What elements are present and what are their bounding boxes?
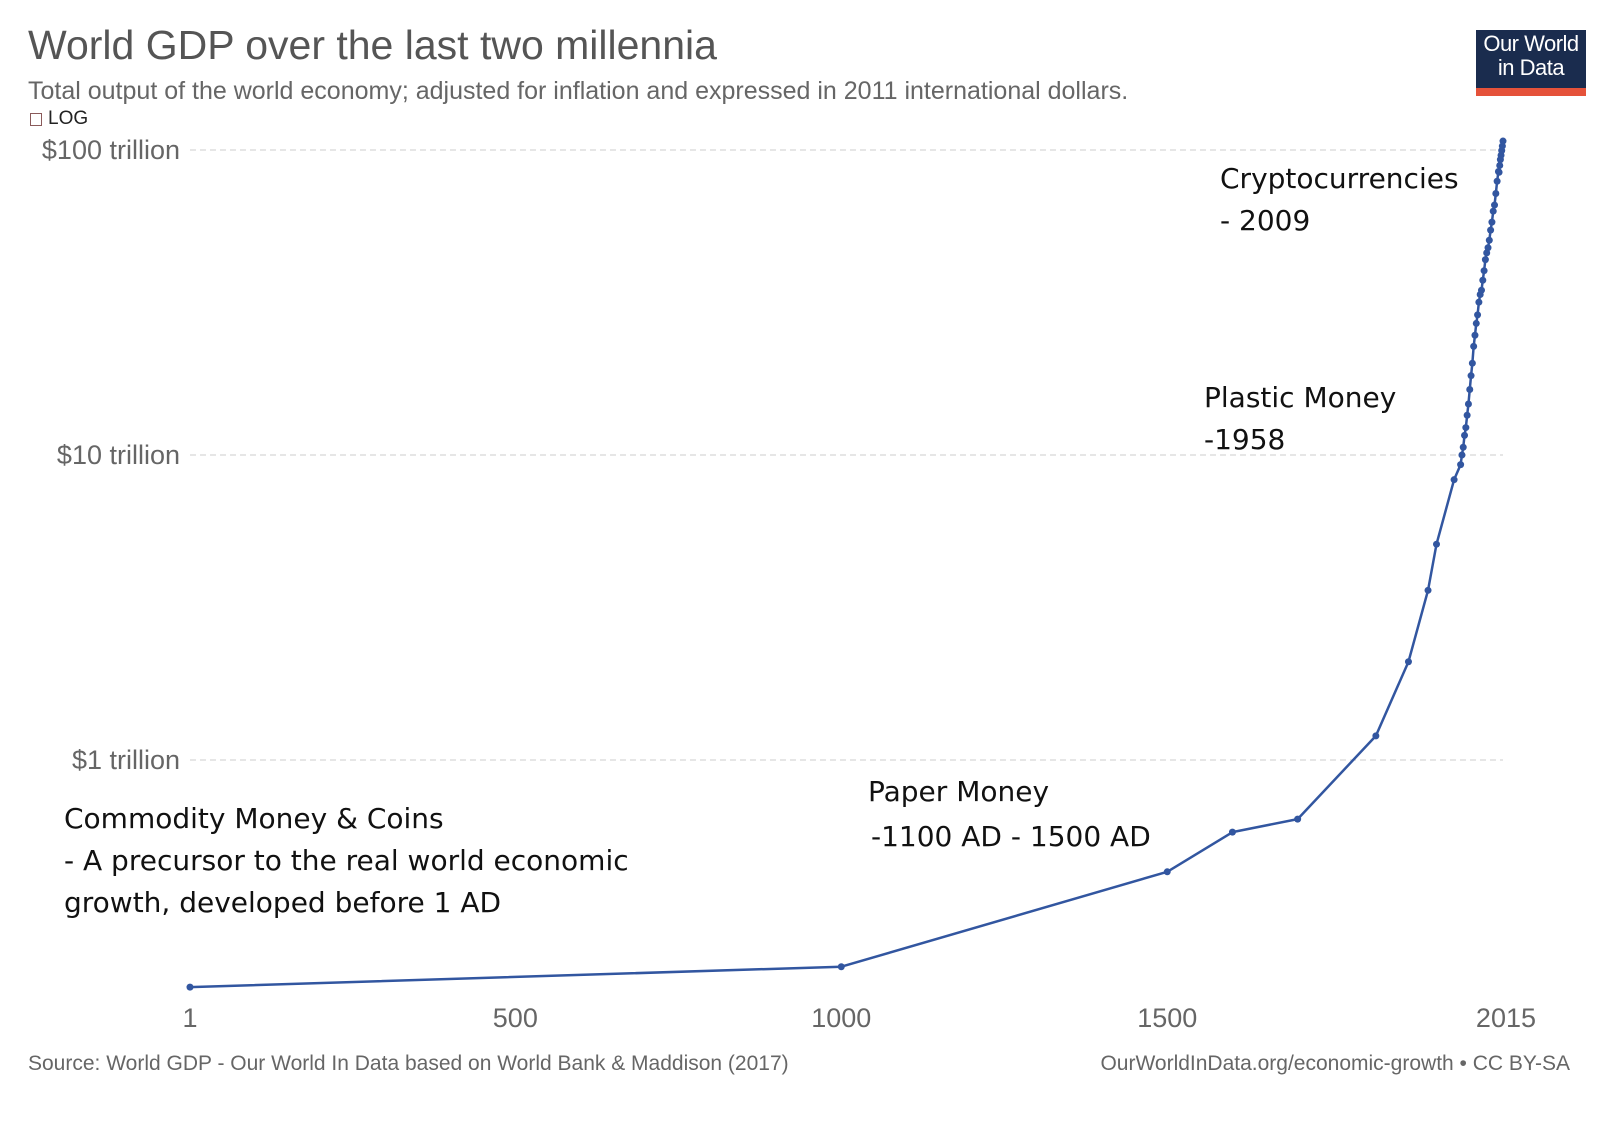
- data-point[interactable]: [1457, 461, 1465, 469]
- data-point[interactable]: [1424, 586, 1432, 594]
- data-point[interactable]: [1163, 868, 1171, 876]
- data-point[interactable]: [1472, 319, 1480, 327]
- x-tick-label: 1000: [811, 1003, 871, 1033]
- data-point[interactable]: [1493, 177, 1501, 185]
- license-link[interactable]: OurWorldInData.org/economic-growth • CC …: [1100, 1052, 1570, 1075]
- y-axis-tick-labels: $1 trillion $10 trillion $100 trillion: [42, 135, 180, 775]
- data-point[interactable]: [1461, 431, 1469, 439]
- data-point[interactable]: [1492, 190, 1500, 198]
- data-point[interactable]: [1228, 828, 1236, 836]
- chart-subtitle: Total output of the world economy; adjus…: [28, 77, 1129, 105]
- chart-title: World GDP over the last two millennia: [28, 22, 717, 68]
- annotation-paper-line-1: Paper Money: [868, 775, 1050, 808]
- data-point[interactable]: [1466, 385, 1474, 393]
- annotation-commodity-money: Commodity Money & Coins - A precursor to…: [64, 798, 629, 924]
- annotation-paper-money: Paper Money -1100 AD - 1500 AD: [868, 769, 1151, 859]
- data-point[interactable]: [1294, 815, 1302, 823]
- x-tick-label: 2015: [1476, 1003, 1536, 1033]
- data-point[interactable]: [837, 963, 845, 971]
- data-point[interactable]: [1496, 161, 1504, 169]
- annotation-commodity-line-3: growth, developed before 1 AD: [64, 886, 502, 919]
- y-tick-label: $10 trillion: [57, 440, 180, 470]
- annotation-crypto-line-2: - 2009: [1220, 204, 1311, 237]
- annotation-commodity-line-1: Commodity Money & Coins: [64, 802, 444, 835]
- data-point[interactable]: [1474, 311, 1482, 319]
- logo-line-2: in Data: [1497, 55, 1565, 80]
- x-tick-label: 1500: [1137, 1003, 1197, 1033]
- x-axis-tick-labels: 1 500 1000 1500 2015: [182, 1003, 1536, 1033]
- data-point[interactable]: [1470, 342, 1478, 350]
- data-point[interactable]: [1487, 226, 1495, 234]
- series-world-gdp: [186, 137, 1507, 991]
- data-point[interactable]: [1471, 331, 1479, 339]
- data-point[interactable]: [1462, 424, 1470, 432]
- data-point[interactable]: [1464, 400, 1472, 408]
- owid-logo[interactable]: Our World in Data: [1476, 30, 1586, 96]
- data-point[interactable]: [1433, 540, 1440, 548]
- data-point[interactable]: [1372, 732, 1380, 740]
- data-point[interactable]: [1484, 244, 1492, 252]
- data-point[interactable]: [1468, 359, 1476, 367]
- log-label: LOG: [48, 108, 89, 129]
- data-point[interactable]: [1459, 443, 1467, 451]
- data-point[interactable]: [1479, 276, 1487, 284]
- logo-line-1: Our World: [1483, 31, 1579, 56]
- data-point[interactable]: [1495, 168, 1503, 176]
- data-point[interactable]: [1499, 137, 1507, 145]
- data-point[interactable]: [186, 983, 194, 991]
- annotation-plastic-line-1: Plastic Money: [1204, 381, 1397, 414]
- annotation-crypto-line-1: Cryptocurrencies: [1220, 162, 1459, 195]
- source-note: Source: World GDP - Our World In Data ba…: [28, 1052, 789, 1075]
- data-point[interactable]: [1488, 218, 1496, 226]
- annotation-paper-line-2: -1100 AD - 1500 AD: [871, 820, 1151, 853]
- grid-lines: [190, 149, 1503, 761]
- data-point[interactable]: [1463, 411, 1471, 419]
- x-tick-label: 1: [182, 1003, 197, 1033]
- y-tick-label: $100 trillion: [42, 135, 180, 165]
- data-point[interactable]: [1475, 298, 1483, 306]
- data-point[interactable]: [1491, 201, 1499, 209]
- log-scale-toggle[interactable]: LOG: [30, 108, 88, 130]
- annotation-plastic-money: Plastic Money -1958: [1204, 377, 1396, 461]
- data-point[interactable]: [1481, 256, 1489, 264]
- annotation-commodity-line-2: - A precursor to the real world economic: [64, 844, 629, 877]
- logo-accent-bar: [1476, 88, 1586, 96]
- data-point[interactable]: [1458, 451, 1466, 459]
- data-point[interactable]: [1480, 267, 1488, 275]
- data-point[interactable]: [1467, 372, 1475, 380]
- data-point[interactable]: [1404, 658, 1412, 666]
- annotation-plastic-line-2: -1958: [1204, 423, 1286, 456]
- data-point[interactable]: [1477, 286, 1485, 294]
- data-point[interactable]: [1489, 207, 1497, 215]
- annotation-cryptocurrencies: Cryptocurrencies - 2009: [1220, 158, 1459, 242]
- data-point[interactable]: [1485, 236, 1493, 244]
- data-point[interactable]: [1450, 476, 1458, 484]
- logo-text: Our World in Data: [1476, 32, 1586, 80]
- x-tick-label: 500: [493, 1003, 538, 1033]
- y-tick-label: $1 trillion: [72, 745, 180, 775]
- log-checkbox[interactable]: [30, 112, 42, 126]
